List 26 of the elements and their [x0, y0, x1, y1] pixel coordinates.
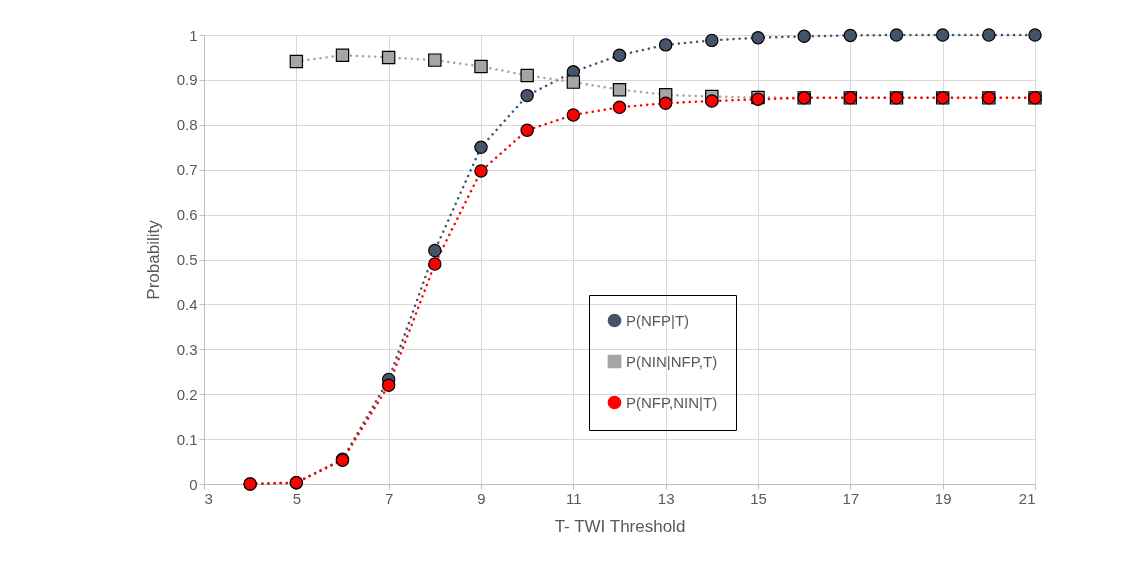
x-tick-label: 17 [842, 489, 860, 507]
y-tick-label: 0.1 [176, 430, 198, 448]
y-tick-label: 0.5 [176, 251, 198, 268]
legend-label: P(NIN|NFP,T) [626, 352, 718, 370]
x-tick-label: 5 [292, 489, 302, 507]
x-axis-title: T- TWI Threshold [554, 516, 686, 536]
y-tick-label: 0.9 [176, 71, 198, 89]
y-tick-label: 0 [189, 475, 198, 493]
x-tick-label: 3 [204, 489, 213, 507]
x-tick-label: 11 [566, 489, 582, 507]
y-axis-title: Probability [143, 219, 163, 300]
y-tick-label: 0.6 [176, 206, 198, 224]
y-tick-label: 0.8 [176, 116, 198, 134]
x-tick-label: 19 [934, 489, 952, 507]
x-tick-label: 13 [657, 489, 675, 507]
x-tick-label: 7 [384, 489, 394, 507]
x-tick-label: 21 [1018, 489, 1036, 507]
y-tick-label: 0.4 [176, 295, 198, 313]
y-tick-label: 0.2 [176, 385, 198, 403]
y-tick-label: 0.7 [176, 161, 198, 179]
y-tick-label: 0.3 [176, 340, 198, 358]
legend-label: P(NFP|T) [626, 311, 690, 329]
x-tick-label: 15 [750, 489, 767, 507]
y-tick-label: 1 [189, 26, 198, 44]
x-tick-label: 9 [477, 489, 486, 507]
legend-label: P(NFP,NIN|T) [626, 393, 718, 411]
